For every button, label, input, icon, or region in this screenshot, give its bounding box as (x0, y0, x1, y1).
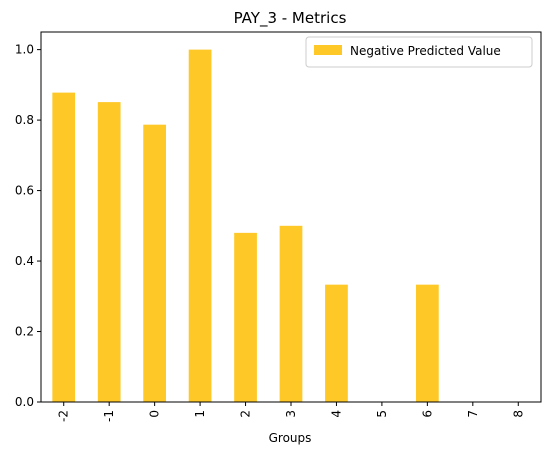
x-tick-label: 4 (329, 410, 343, 418)
plot-frame (40, 31, 542, 403)
x-tick-label: 6 (420, 410, 434, 418)
x-tick-label: 7 (466, 410, 480, 418)
y-tick-label: 0.2 (15, 325, 34, 339)
y-tick-label: 0.6 (15, 184, 34, 198)
legend-label: Negative Predicted Value (350, 44, 501, 58)
bar-0 (143, 124, 166, 402)
bar-2 (234, 232, 257, 402)
y-axis-ticks: 0.0 0.2 0.4 0.6 0.8 1.0 (15, 43, 41, 409)
chart-title: PAY_3 - Metrics (234, 9, 347, 28)
x-tick-label: 5 (375, 410, 389, 418)
x-tick-label: 3 (284, 410, 298, 418)
y-tick-label: 1.0 (15, 43, 34, 57)
x-tick-label: -2 (57, 410, 71, 422)
y-tick-label: 0.0 (15, 395, 34, 409)
bars-group (52, 49, 439, 402)
y-tick-label: 0.4 (15, 254, 34, 268)
bar-3 (279, 225, 303, 402)
bar-6 (416, 284, 439, 402)
x-tick-label: 1 (193, 410, 207, 418)
x-tick-label: -1 (102, 410, 116, 422)
x-axis-label: Groups (269, 431, 312, 445)
bar--1 (97, 102, 121, 402)
x-tick-label: 2 (239, 410, 253, 418)
x-axis-ticks: -2 -1 0 1 2 3 4 5 6 7 8 (57, 402, 525, 422)
y-tick-label: 0.8 (15, 113, 34, 127)
bar--2 (52, 92, 76, 402)
legend-box (305, 36, 533, 68)
bar-1 (188, 49, 212, 402)
x-tick-label: 8 (511, 410, 525, 418)
x-tick-label: 0 (148, 410, 162, 418)
bar-4 (325, 284, 348, 402)
legend: Negative Predicted Value (305, 36, 533, 68)
legend-swatch (314, 45, 342, 55)
